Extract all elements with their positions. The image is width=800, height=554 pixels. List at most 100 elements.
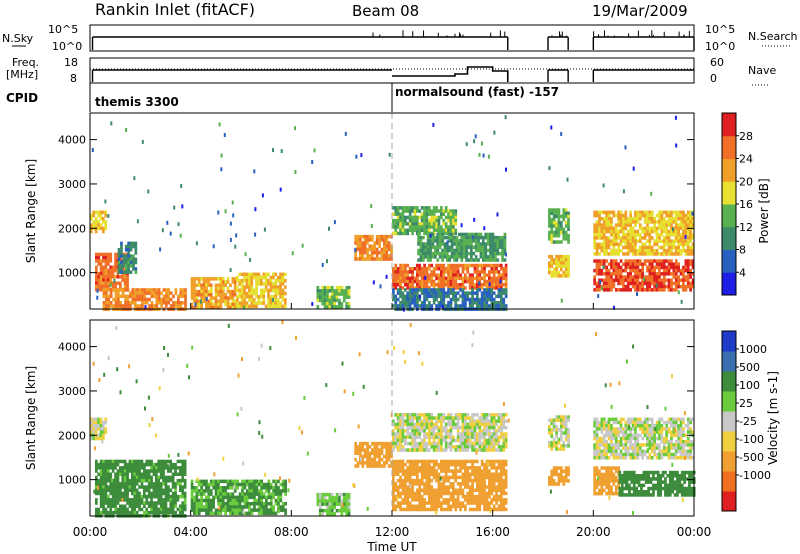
data-cell	[662, 281, 666, 286]
data-cell	[243, 492, 247, 496]
data-cell	[165, 288, 168, 292]
data-cell	[477, 235, 480, 240]
data-cell	[466, 267, 470, 271]
data-cell	[660, 220, 664, 224]
data-cell	[217, 502, 220, 506]
data-cell	[97, 420, 100, 425]
data-cell	[114, 485, 117, 489]
data-cell	[619, 236, 623, 240]
data-cell	[638, 233, 642, 237]
data-cell	[176, 494, 180, 499]
data-cell	[155, 304, 159, 308]
data-cell	[94, 430, 98, 434]
data-cell	[622, 226, 625, 231]
data-cell	[326, 295, 329, 299]
data-cell	[665, 213, 668, 218]
data-cell	[435, 432, 438, 436]
data-cell	[221, 296, 225, 300]
data-cell	[631, 252, 635, 256]
data-cell	[672, 272, 676, 276]
data-cell	[114, 294, 118, 299]
data-cell	[424, 248, 428, 253]
data-cell	[447, 419, 450, 423]
data-cell	[464, 448, 467, 452]
data-cell	[111, 482, 115, 486]
data-cell	[114, 498, 117, 502]
data-cell	[157, 466, 161, 470]
noise-point	[354, 248, 357, 253]
data-cell	[94, 210, 98, 215]
data-cell	[401, 279, 405, 284]
data-cell	[478, 445, 482, 449]
data-cell	[162, 466, 165, 470]
data-cell	[420, 206, 424, 210]
data-region	[90, 417, 108, 441]
data-cell	[245, 295, 249, 299]
data-cell	[392, 438, 395, 443]
data-cell	[121, 485, 125, 489]
data-cell	[155, 475, 158, 480]
data-cell	[333, 496, 336, 500]
data-cell	[677, 249, 680, 253]
data-cell	[109, 291, 113, 295]
data-cell	[449, 448, 453, 452]
data-cell	[564, 208, 568, 212]
data-cell	[605, 281, 608, 286]
noise-point	[311, 302, 314, 306]
data-cell	[408, 425, 412, 430]
data-cell	[465, 258, 468, 262]
data-cell	[205, 280, 208, 284]
data-cell	[670, 278, 673, 282]
data-cell	[428, 218, 431, 223]
data-cell	[401, 422, 405, 427]
data-cell	[665, 233, 668, 237]
data-cell	[171, 498, 175, 502]
data-cell	[132, 257, 135, 262]
beam-title: Beam 08	[352, 2, 420, 20]
data-cell	[195, 305, 199, 310]
data-cell	[548, 224, 551, 228]
data-cell	[650, 252, 654, 256]
data-cell	[99, 271, 103, 276]
data-cell	[200, 492, 203, 496]
data-cell	[444, 206, 448, 210]
data-cell	[492, 416, 496, 420]
data-cell	[428, 425, 431, 430]
data-cell	[219, 296, 223, 300]
data-cell	[423, 209, 426, 213]
data-cell	[438, 251, 442, 256]
data-cell	[504, 294, 508, 299]
data-cell	[485, 273, 489, 277]
data-cell	[338, 499, 341, 503]
data-cell	[598, 223, 601, 227]
data-cell	[253, 489, 256, 493]
data-cell	[143, 494, 146, 499]
data-cell	[684, 288, 688, 292]
data-cell	[190, 286, 194, 291]
data-cell	[428, 267, 431, 271]
data-cell	[167, 475, 170, 480]
power-y-tick-label: 4000	[58, 134, 86, 147]
data-cell	[610, 259, 613, 263]
data-cell	[662, 249, 666, 253]
data-cell	[593, 278, 596, 282]
data-cell	[193, 511, 196, 516]
data-cell	[181, 475, 185, 480]
data-cell	[416, 209, 419, 213]
data-cell	[133, 459, 137, 464]
data-cell	[494, 251, 497, 256]
data-cell	[646, 220, 649, 224]
data-cell	[437, 279, 441, 284]
data-cell	[500, 448, 503, 452]
data-cell	[691, 281, 695, 286]
data-cell	[461, 267, 465, 271]
data-cell	[342, 298, 346, 303]
noise-point	[403, 307, 406, 312]
data-cell	[104, 262, 108, 266]
data-cell	[471, 294, 474, 299]
data-cell	[447, 304, 450, 308]
data-cell	[401, 228, 405, 232]
data-cell	[359, 461, 362, 465]
data-cell	[335, 298, 339, 303]
data-cell	[221, 289, 225, 294]
